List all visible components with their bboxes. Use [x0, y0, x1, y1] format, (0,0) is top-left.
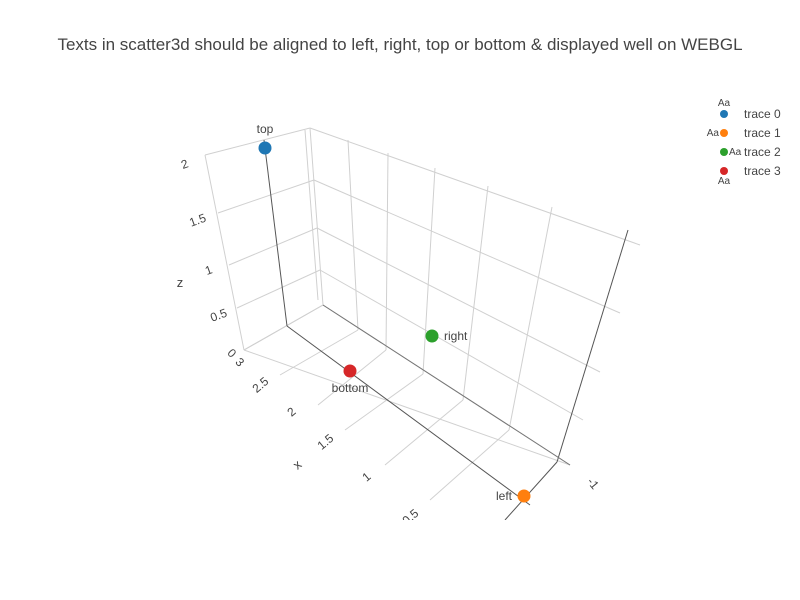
legend-item[interactable]: Aa trace 2 [720, 145, 781, 159]
tick-labels: 2 1.5 1 0.5 0 3 2.5 2 1.5 1 0.5 -1 z x [177, 156, 602, 527]
grid-line [217, 179, 315, 214]
grid-line [313, 179, 621, 314]
point-text-label: right [444, 329, 468, 343]
grid-line [204, 127, 311, 156]
legend-marker [720, 110, 728, 118]
z-tick-label: 1.5 [187, 211, 208, 230]
grid-line [319, 269, 584, 421]
z-tick-label: 0 [225, 346, 240, 361]
legend-marker [720, 129, 728, 137]
legend-item[interactable]: Aa trace 1 [707, 126, 781, 140]
legend-sample-text: Aa [729, 147, 742, 158]
z-tick-label: 0.5 [208, 306, 229, 325]
data-points: top left right bottom [257, 122, 531, 503]
grid-line [204, 154, 245, 351]
legend-marker [720, 167, 728, 175]
data-point[interactable] [517, 489, 531, 503]
grid-line [347, 139, 359, 331]
x-tick-label: 3 [233, 355, 248, 370]
x-tick-label: 1 [359, 469, 373, 484]
legend-label: trace 2 [744, 145, 781, 159]
data-point[interactable] [258, 141, 272, 155]
grid-line [385, 152, 389, 351]
grid-line [304, 129, 319, 301]
legend-label: trace 0 [744, 107, 781, 121]
legend-sample-text: Aa [718, 176, 731, 187]
x-tick-label: 1.5 [315, 431, 337, 453]
grid-line [344, 373, 424, 431]
data-point[interactable] [425, 329, 439, 343]
legend-sample-text: Aa [707, 128, 720, 139]
point-text-label: top [257, 122, 274, 136]
x-axis-title: x [290, 456, 305, 472]
grid-line [508, 206, 553, 431]
z-tick-label: 2 [179, 156, 190, 172]
axis-line [556, 229, 629, 463]
y-tick-label: -1 [584, 475, 602, 492]
grid-line [316, 227, 601, 373]
axis-line [263, 139, 288, 327]
chart-title: Texts in scatter3d should be aligned to … [57, 35, 742, 54]
legend-sample-text: Aa [718, 98, 731, 109]
legend-label: trace 3 [744, 164, 781, 178]
grid-line [384, 399, 464, 466]
point-text-label: left [496, 489, 513, 503]
grid-line [462, 185, 489, 401]
grid-line [309, 127, 641, 246]
grid-line [243, 349, 571, 466]
axis-line [286, 325, 531, 506]
axis-line [322, 304, 571, 466]
grid-line [317, 349, 387, 406]
grid-line [309, 127, 324, 306]
grid-lines [204, 127, 641, 521]
grid-line [422, 167, 436, 375]
grid-line [236, 269, 321, 309]
legend-item[interactable]: Aa trace 0 [718, 98, 781, 121]
x-tick-label: 2 [284, 404, 298, 419]
grid-line [243, 304, 324, 351]
grid-line [228, 227, 318, 266]
point-text-label: bottom [332, 381, 369, 395]
grid-line [279, 329, 359, 376]
plot-clip-mask [0, 520, 800, 600]
axis-line [504, 461, 558, 521]
z-tick-label: 1 [203, 262, 214, 278]
x-tick-label: 2.5 [250, 374, 272, 396]
legend-item[interactable]: Aa trace 3 [718, 164, 781, 187]
legend-marker [720, 148, 728, 156]
legend-label: trace 1 [744, 126, 781, 140]
z-axis-title: z [177, 275, 184, 290]
data-point[interactable] [343, 364, 357, 378]
grid-line [429, 429, 510, 501]
